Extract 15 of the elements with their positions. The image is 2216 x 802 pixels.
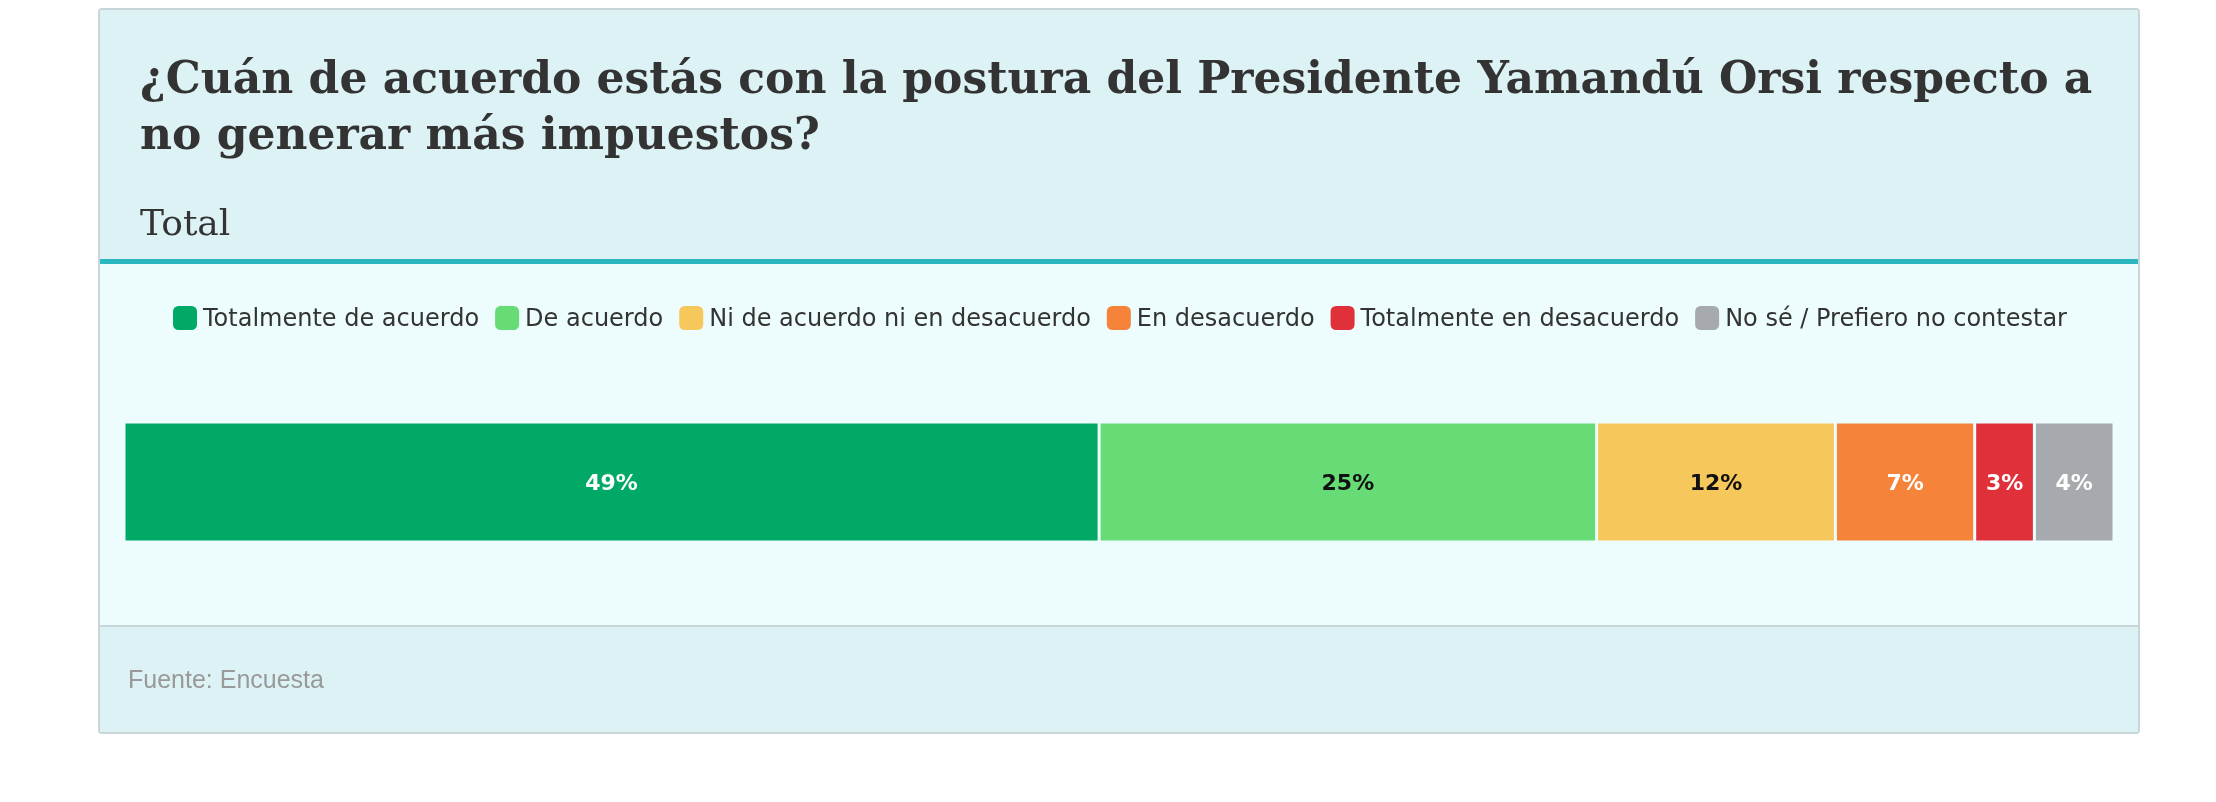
legend-label: Ni de acuerdo ni en desacuerdo	[709, 304, 1091, 332]
data-label: 12%	[1689, 469, 1743, 495]
legend-label: Totalmente de acuerdo	[202, 304, 480, 332]
data-label: 25%	[1321, 469, 1375, 495]
data-label: 3%	[1985, 469, 2024, 495]
chart-title: ¿Cuán de acuerdo estás con la postura del Presidente Yamandú Orsi respecto a no generar más impuestos?	[140, 51, 2094, 161]
legend-label: Totalmente en desacuerdo	[1359, 304, 1680, 332]
source-note: Fuente: Encuesta	[128, 665, 324, 694]
data-label: 4%	[2055, 469, 2093, 495]
data-label: 7%	[1886, 469, 1924, 495]
chart-subtitle: Total	[140, 202, 232, 243]
legend-label: No sé / Prefiero no contestar	[1725, 304, 2068, 332]
legend-label: En desacuerdo	[1136, 304, 1315, 332]
legend-label: De acuerdo	[525, 304, 664, 332]
data-label: 49%	[585, 469, 638, 495]
